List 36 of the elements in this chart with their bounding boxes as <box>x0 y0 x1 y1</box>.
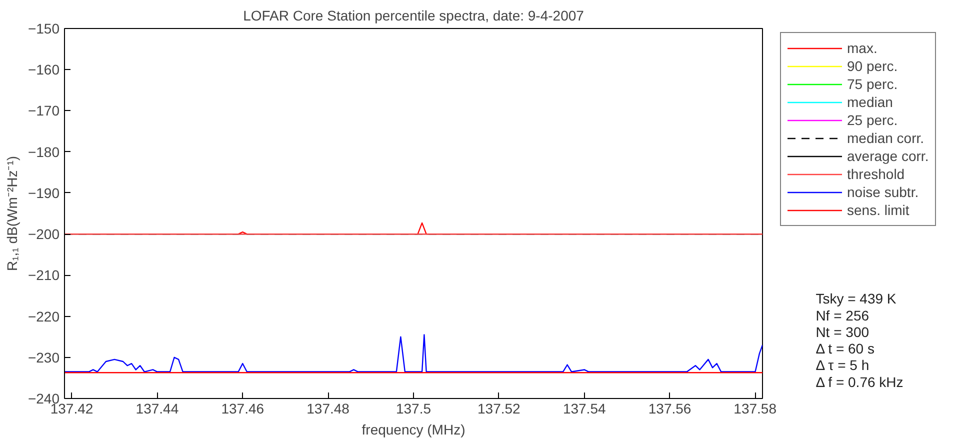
y-tick-label: −170 <box>28 102 60 119</box>
x-tick-label: 137.44 <box>136 400 179 416</box>
x-tick-label: 137.48 <box>306 400 350 416</box>
legend-label: sens. limit <box>847 201 910 219</box>
x-tick-label: 137.54 <box>562 400 606 416</box>
legend-label: max. <box>847 39 878 57</box>
y-tick-label: −180 <box>28 144 60 160</box>
x-tick-label: 137.58 <box>734 400 777 416</box>
y-tick-label: −190 <box>28 184 60 201</box>
x-tick-label: 137.56 <box>648 400 692 416</box>
text: Δ t = 60 s <box>816 340 874 357</box>
x-tick-label: 137.52 <box>478 400 521 416</box>
x-tick-label: 137.46 <box>221 400 264 416</box>
y-tick-label: −230 <box>28 349 60 366</box>
x-axis-title: frequency (MHz) <box>362 422 466 438</box>
text: Nf = 256 <box>816 307 870 324</box>
legend-label: 90 perc. <box>847 57 898 75</box>
y-tick-label: −210 <box>28 267 60 284</box>
y-tick-label: −200 <box>28 226 60 242</box>
chart-title: LOFAR Core Station percentile spectra, date: 9-4-2007 <box>243 8 584 24</box>
legend-label: 75 perc. <box>847 75 898 93</box>
y-tick-label: −150 <box>28 20 60 36</box>
legend-label: 25 perc. <box>847 111 898 129</box>
legend-label: median corr. <box>847 129 924 147</box>
legend-label: noise subtr. <box>847 183 919 201</box>
text: Δ τ = 5 h <box>816 357 870 374</box>
legend-label: average corr. <box>847 147 929 165</box>
legend-label: threshold <box>847 165 905 183</box>
y-tick-label: −160 <box>28 62 60 78</box>
y-tick-label: −220 <box>28 308 60 324</box>
y-axis-title: R₁,₁ dB(Wm⁻²Hz⁻¹) <box>4 156 20 272</box>
text: Nt = 300 <box>816 324 870 340</box>
x-tick-label: 137.5 <box>396 400 432 416</box>
text: Δ f = 0.76 kHz <box>816 374 904 390</box>
text: Tsky = 439 K <box>816 290 897 307</box>
legend-label: median <box>847 93 893 111</box>
